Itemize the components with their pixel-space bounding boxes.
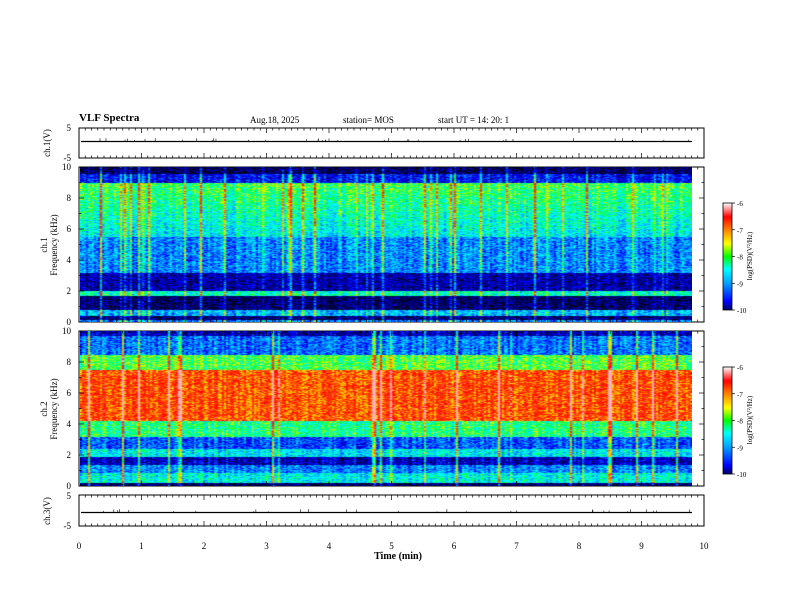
colorbar-tick-label: -7 xyxy=(737,391,743,399)
start-time-label: start UT = 14: 20: 1 xyxy=(438,115,510,125)
x-tick-label: 8 xyxy=(577,541,582,551)
x-tick-label: 10 xyxy=(700,541,710,551)
colorbar-tick-label: -6 xyxy=(737,200,743,208)
colorbar-tick-label: -9 xyxy=(737,280,743,288)
ch2-spectrogram-ylabel: ch.2Frequency (kHz) xyxy=(39,378,59,439)
y-tick-label: 10 xyxy=(62,162,72,172)
y-tick-label: 2 xyxy=(67,450,72,460)
y-tick-label: 0 xyxy=(67,317,72,327)
colorbar-tick-label: -9 xyxy=(737,444,743,452)
x-tick-label: 5 xyxy=(389,541,394,551)
ch1-voltage-ylabel: ch.1(V) xyxy=(42,129,52,157)
time-axis-ticks: 0 1 2 3 4 5 6 7 8 9 10 xyxy=(77,128,709,551)
colorbar-tick-label: -10 xyxy=(737,471,747,479)
ch2-colorbar-ticks: -6 -7 -8 -9 -10 xyxy=(732,364,747,479)
ch1-spectrogram-ylabel: ch.1Frequency (kHz) xyxy=(39,214,59,275)
ch1-spectrogram-image xyxy=(80,167,692,322)
ch1-ytick-bottom: -5 xyxy=(64,153,72,163)
colorbar-tick-label: -6 xyxy=(737,364,743,372)
y-tick-label: 10 xyxy=(62,326,72,336)
x-tick-label: 9 xyxy=(639,541,644,551)
y-tick-label: 8 xyxy=(67,357,72,367)
y-tick-label: 4 xyxy=(67,255,72,265)
y-tick-label: 0 xyxy=(67,481,72,491)
y-tick-label: 6 xyxy=(67,388,72,398)
date-label: Aug.18, 2025 xyxy=(250,115,300,125)
colorbar-tick-label: -8 xyxy=(737,254,743,262)
y-tick-label: 6 xyxy=(67,224,72,234)
ch1-colorbar xyxy=(722,202,733,311)
y-tick-label: 8 xyxy=(67,193,72,203)
ch1-spectrogram-yticks: 0 2 4 6 8 10 xyxy=(62,162,704,327)
ch2-colorbar-label: log(PSD)(V²/Hz) xyxy=(746,395,754,444)
ch2-spectrogram-image xyxy=(80,331,692,486)
colorbar-tick-label: -7 xyxy=(737,227,743,235)
ch3-voltage-ylabel: ch.3(V) xyxy=(42,497,52,525)
colorbar-tick-label: -10 xyxy=(737,307,747,315)
x-tick-label: 0 xyxy=(77,541,82,551)
station-label: station= MOS xyxy=(343,115,394,125)
y-tick-label: 4 xyxy=(67,419,72,429)
chart-title: VLF Spectra xyxy=(79,112,140,124)
ch3-ytick-bottom: -5 xyxy=(64,521,72,531)
x-tick-label: 6 xyxy=(452,541,457,551)
ch1-colorbar-ticks: -6 -7 -8 -9 -10 xyxy=(732,200,747,315)
x-tick-label: 7 xyxy=(514,541,519,551)
ch2-spectrogram-yticks: 0 2 4 6 8 10 xyxy=(62,326,704,491)
ch1-ytick-top: 5 xyxy=(67,123,72,133)
x-tick-label: 1 xyxy=(139,541,144,551)
ch3-ytick-top: 5 xyxy=(67,491,72,501)
colorbar-tick-label: -8 xyxy=(737,418,743,426)
x-tick-label: 2 xyxy=(202,541,207,551)
x-tick-label: 4 xyxy=(327,541,332,551)
ch3-voltage-spikes xyxy=(103,509,690,513)
time-axis-label: Time (min) xyxy=(374,551,422,562)
ch2-colorbar xyxy=(722,366,733,475)
ch1-voltage-spikes xyxy=(99,138,689,142)
y-tick-label: 2 xyxy=(67,286,72,296)
x-tick-label: 3 xyxy=(264,541,269,551)
ch1-colorbar-label: log(PSD)(V²/Hz) xyxy=(746,231,754,280)
